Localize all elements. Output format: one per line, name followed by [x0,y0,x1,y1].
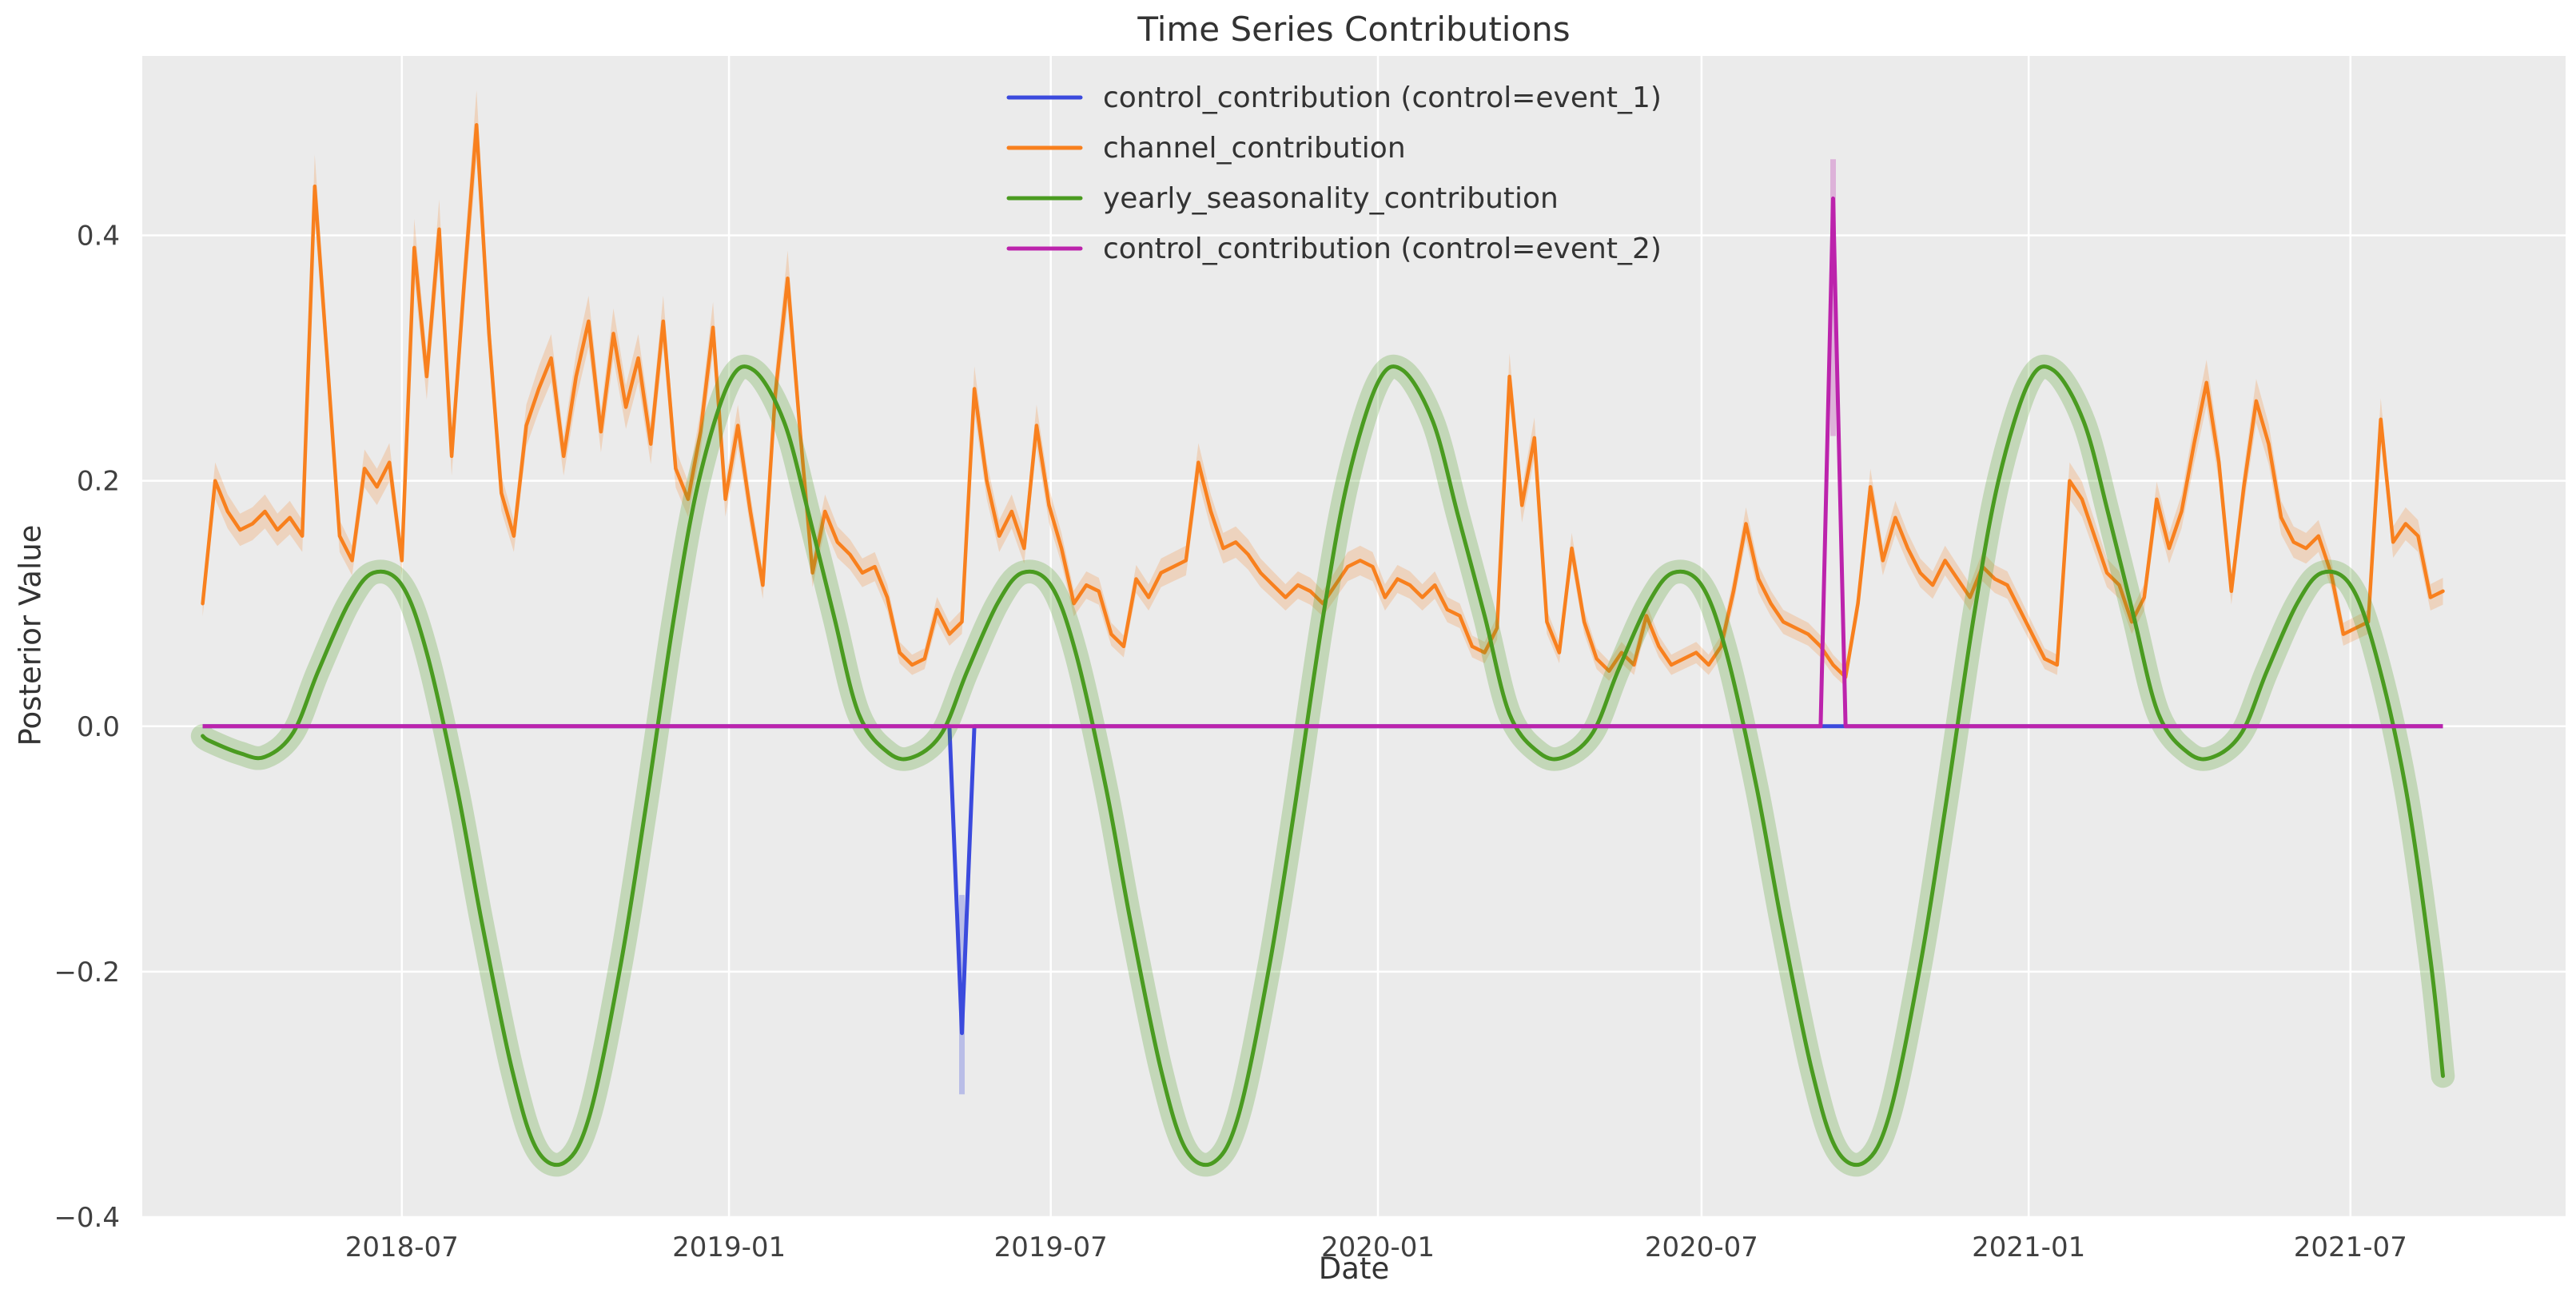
legend-label-3: yearly_seasonality_contribution [1103,182,1559,215]
x-tick-label-2019-07: 2019-07 [994,1231,1108,1263]
y-tick-label-−0.4: −0.4 [54,1202,120,1234]
x-axis-label: Date [1318,1251,1390,1286]
chart-title: Time Series Contributions [1137,10,1571,49]
y-tick-label-0.4: 0.4 [77,221,120,253]
x-tick-label-2018-07: 2018-07 [345,1231,459,1263]
series-line-yearly_seasonality_contribution [201,364,2445,1167]
series-line-control_contribution (control=event_2) [202,196,2443,729]
y-tick-label-−0.2: −0.2 [54,957,120,989]
x-tick-label-2021-07: 2021-07 [2294,1231,2407,1263]
plot-background [142,56,2566,1217]
x-tick-label-2019-01: 2019-01 [672,1231,786,1263]
y-axis-label: Posterior Value [13,524,48,746]
y-tick-label-0.0: 0.0 [77,711,120,743]
legend-label-1: control_contribution (control=event_1) [1103,82,1662,114]
series-line-channel_contribution [201,123,2445,679]
x-tick-label-2020-01: 2020-01 [1321,1231,1435,1263]
legend-label-2: channel_contribution [1103,132,1406,165]
y-tick-label-0.2: 0.2 [77,466,120,498]
x-tick-label-2020-07: 2020-07 [1645,1231,1758,1263]
x-tick-label-2021-01: 2021-01 [1972,1231,2085,1263]
legend-label-4: control_contribution (control=event_2) [1103,233,1662,265]
